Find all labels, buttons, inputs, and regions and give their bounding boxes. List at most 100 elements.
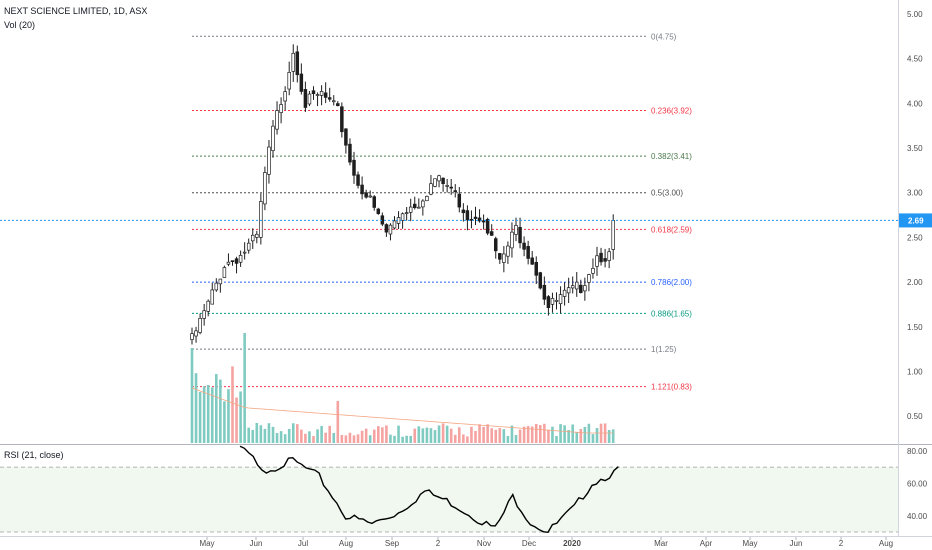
- time-tick-label: Dec: [522, 539, 536, 548]
- volume-bar: [235, 397, 238, 443]
- volume-bar: [555, 436, 558, 443]
- volume-bar: [283, 434, 287, 443]
- time-tick-label: Nov: [477, 539, 491, 548]
- candle-body: [311, 90, 316, 95]
- volume-bar: [510, 425, 514, 443]
- candle-body: [214, 282, 219, 291]
- time-tick-label: May: [742, 539, 757, 548]
- volume-bar: [547, 429, 550, 443]
- volume-bar: [486, 424, 489, 443]
- volume-bar: [462, 434, 465, 443]
- time-tick-label: Jun: [250, 539, 263, 548]
- price-tick-label: 0.50: [907, 412, 923, 421]
- volume-bar: [275, 433, 279, 443]
- volume-bar: [287, 428, 291, 443]
- candle-body: [368, 195, 372, 198]
- candle-body: [481, 220, 486, 223]
- volume-bar: [227, 389, 230, 443]
- volume-bar: [534, 424, 538, 443]
- candle-body: [287, 72, 291, 90]
- candle-body: [574, 281, 579, 290]
- volume-indicator-label: Vol (20): [4, 20, 36, 30]
- candle-body: [550, 298, 555, 305]
- candle-body: [404, 212, 409, 214]
- candle-body: [376, 208, 381, 214]
- volume-bar: [559, 424, 562, 443]
- time-tick-label: May: [199, 539, 214, 548]
- volume-bar: [611, 429, 615, 443]
- candle-body: [591, 268, 595, 274]
- price-tick-label: 2.50: [907, 233, 923, 242]
- volume-bar: [219, 379, 222, 443]
- candle-body: [587, 274, 591, 283]
- volume-bar: [579, 428, 583, 443]
- volume-bar: [368, 435, 372, 443]
- volume-bar: [352, 435, 356, 443]
- last-price-label: 2.69: [908, 216, 924, 225]
- candle-body: [336, 103, 340, 107]
- candle-body: [255, 233, 259, 238]
- volume-bar: [356, 434, 360, 443]
- volume-bar: [206, 385, 210, 443]
- volume-bar: [409, 435, 412, 443]
- candle-body: [562, 289, 567, 297]
- candle-body: [271, 125, 275, 151]
- volume-bar: [397, 425, 400, 443]
- candle-body: [356, 174, 360, 186]
- candle-body: [283, 91, 287, 102]
- price-tick-label: 1.00: [907, 367, 923, 376]
- volume-bar: [198, 391, 202, 443]
- volume-bar: [348, 432, 352, 443]
- volume-bar: [389, 434, 392, 443]
- candle-body: [599, 252, 603, 263]
- candle-body: [546, 296, 551, 308]
- volume-bar: [518, 429, 522, 443]
- volume-bar: [267, 423, 271, 443]
- volume-bar: [437, 425, 441, 443]
- rsi-tick-label: 60.00: [907, 479, 928, 488]
- chart-symbol-title: NEXT SCIENCE LIMITED, 1D, ASX: [4, 6, 148, 16]
- candle-body: [461, 209, 466, 214]
- candle-body: [534, 261, 538, 276]
- candle-body: [542, 284, 547, 300]
- volume-bar: [190, 348, 194, 443]
- volume-bar: [421, 428, 425, 443]
- candle-body: [275, 110, 279, 130]
- volume-bar: [300, 429, 303, 443]
- volume-bar: [385, 425, 388, 443]
- candle-body: [364, 192, 368, 198]
- volume-bar: [413, 428, 417, 443]
- time-tick-label: Aug: [879, 539, 893, 548]
- fib-level-label: 1(1.25): [651, 345, 677, 354]
- volume-bar: [247, 427, 250, 443]
- candle-body: [449, 186, 453, 189]
- candle-body: [425, 196, 429, 202]
- candle-body: [518, 227, 522, 244]
- candle-body: [413, 203, 417, 208]
- rsi-band: [0, 467, 898, 532]
- fib-level-label: 0.236(3.92): [651, 106, 692, 115]
- candle-body: [392, 220, 397, 229]
- candle-body: [360, 184, 364, 195]
- volume-bar: [340, 435, 344, 443]
- volume-bar: [506, 435, 510, 443]
- candle-body: [457, 193, 462, 208]
- candle-body: [445, 185, 449, 187]
- volume-bar: [405, 435, 408, 443]
- rsi-indicator-label: RSI (21, close): [4, 450, 64, 460]
- candle-body: [307, 93, 312, 105]
- candle-body: [210, 289, 215, 305]
- volume-bar: [255, 423, 259, 443]
- rsi-tick-label: 40.00: [907, 512, 928, 521]
- candle-body: [494, 238, 498, 252]
- volume-bar: [482, 426, 485, 443]
- candle-body: [526, 246, 530, 259]
- candle-body: [538, 272, 543, 289]
- candle-body: [477, 217, 482, 222]
- candle-body: [408, 206, 413, 213]
- candle-body: [372, 196, 377, 208]
- volume-bar: [514, 435, 518, 443]
- volume-bar: [429, 428, 433, 443]
- candle-body: [291, 52, 296, 72]
